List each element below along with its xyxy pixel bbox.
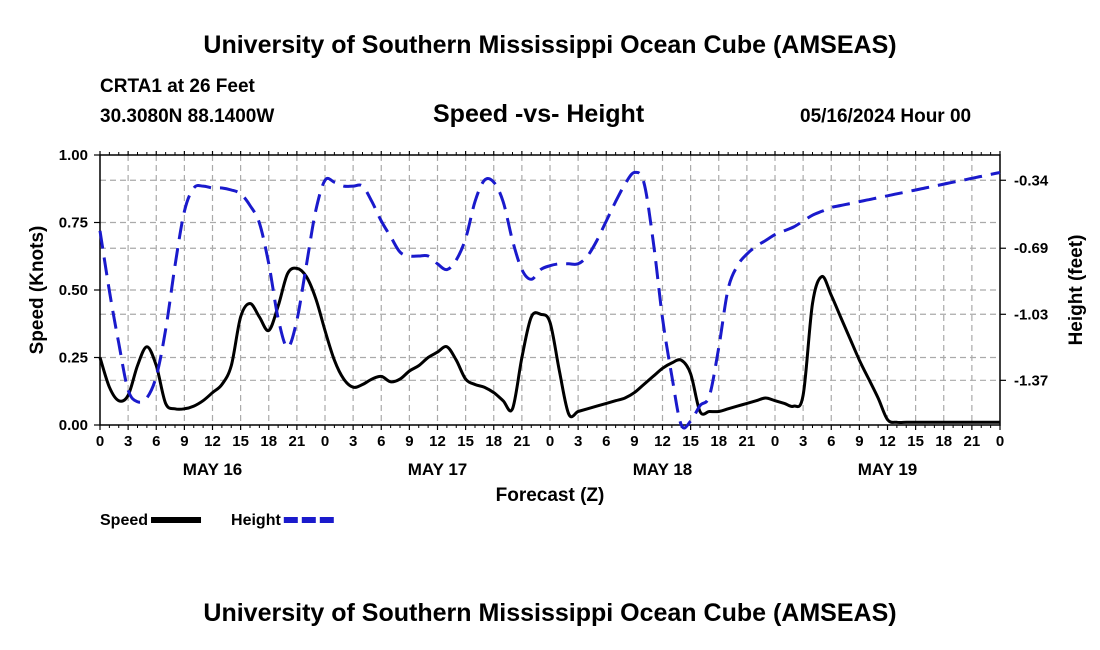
date-label: MAY 19 [858,460,918,479]
y-tick-label: 0.25 [59,350,88,367]
date-label: MAY 18 [633,460,693,479]
x-tick-label: 9 [630,433,638,450]
x-tick-label: 3 [799,433,807,450]
y2-tick-label: -1.37 [1014,372,1048,389]
x-tick-label: 0 [321,433,329,450]
footer-title: University of Southern Mississippi Ocean… [203,599,897,627]
main-title: University of Southern Mississippi Ocean… [203,31,897,59]
station-label: CRTA1 at 26 Feet [100,76,255,97]
x-tick-label: 18 [710,433,727,450]
y-tick-label: 1.00 [59,147,88,164]
x-tick-label: 6 [377,433,385,450]
x-axis-label: Forecast (Z) [496,485,605,506]
series-line-height [98,170,1001,430]
x-tick-label: 9 [855,433,863,450]
y-tick-label: 0.75 [59,215,88,232]
date-label: MAY 17 [408,460,468,479]
x-tick-label: 21 [514,433,531,450]
x-tick-label: 12 [654,433,671,450]
x-tick-label: 15 [907,433,924,450]
x-tick-label: 3 [124,433,132,450]
x-tick-label: 21 [964,433,981,450]
x-tick-label: 21 [289,433,306,450]
x-tick-label: 21 [739,433,756,450]
x-tick-label: 12 [429,433,446,450]
x-tick-label: 9 [180,433,188,450]
x-tick-label: 0 [96,433,104,450]
x-tick-label: 0 [546,433,554,450]
x-tick-label: 15 [232,433,249,450]
legend-label: Speed [100,512,148,529]
x-tick-label: 15 [457,433,474,450]
x-tick-label: 12 [879,433,896,450]
station-coords: 30.3080N 88.1400W [100,106,275,127]
x-tick-label: 9 [405,433,413,450]
x-tick-label: 0 [771,433,779,450]
x-tick-label: 3 [574,433,582,450]
y2-axis-label: Height (feet) [1066,235,1087,346]
y2-tick-label: -0.34 [1014,172,1049,189]
x-tick-label: 6 [152,433,160,450]
y-tick-label: 0.00 [59,417,88,434]
x-tick-label: 15 [682,433,699,450]
x-tick-label: 18 [935,433,952,450]
chart-subtitle: Speed -vs- Height [433,100,645,128]
series-line-speed [98,266,1000,425]
x-tick-label: 18 [260,433,277,450]
x-tick-label: 6 [602,433,610,450]
x-tick-label: 18 [485,433,502,450]
forecast-datetime: 05/16/2024 Hour 00 [800,106,972,127]
y2-tick-label: -0.69 [1014,240,1048,257]
y-axis-label: Speed (Knots) [27,226,48,355]
x-tick-label: 0 [996,433,1004,450]
x-tick-label: 12 [204,433,221,450]
legend-label: Height [231,512,281,529]
date-label: MAY 16 [183,460,243,479]
y-tick-label: 0.50 [59,282,88,299]
y2-tick-label: -1.03 [1014,306,1048,323]
x-tick-label: 3 [349,433,357,450]
x-tick-label: 6 [827,433,835,450]
